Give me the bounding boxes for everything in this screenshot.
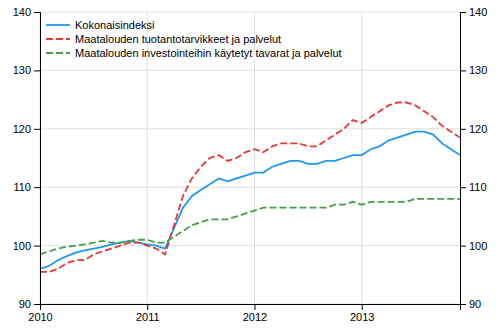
grid-line-y — [40, 128, 460, 129]
y2-tick-label: 110 — [469, 181, 487, 193]
y2-tick-mark — [460, 246, 466, 247]
x-tick-label: 2013 — [350, 311, 374, 323]
legend-item: Maatalouden tuotantotarvikkeet ja palvel… — [46, 33, 281, 45]
x-axis: 2010 2011 2012 2013 — [28, 304, 460, 323]
x-tick: 2012 — [243, 304, 267, 323]
grid-line-y — [40, 12, 460, 13]
y2-tick: 90 — [460, 298, 481, 310]
y2-tick: 100 — [460, 240, 487, 252]
plot: 2010 2011 2012 2013 90 100 110 120 130 140 90 100 11… — [13, 6, 488, 323]
y-tick: 100 — [13, 240, 40, 252]
y2-tick-mark — [460, 304, 466, 305]
y2-axis: 90 100 110 120 130 140 — [460, 6, 487, 310]
y2-tick-mark — [460, 70, 466, 71]
series-line — [40, 199, 460, 254]
grid-line-x — [361, 12, 362, 304]
y2-tick-label: 90 — [469, 298, 481, 310]
x-tick: 2010 — [28, 304, 52, 323]
y-tick-label: 130 — [13, 64, 31, 76]
x-tick-mark — [254, 304, 255, 310]
x-tick: 2011 — [136, 304, 160, 323]
y2-tick-label: 100 — [469, 240, 487, 252]
y-tick-mark — [34, 70, 40, 71]
series-line — [40, 132, 460, 269]
y2-tick-mark — [460, 129, 466, 130]
y-tick-label: 100 — [13, 240, 31, 252]
grid-line-y — [40, 70, 460, 71]
x-tick-label: 2010 — [28, 311, 52, 323]
y-tick-label: 90 — [19, 298, 31, 310]
y2-tick-label: 120 — [469, 123, 487, 135]
y-tick: 130 — [13, 64, 40, 76]
y-axis: 90 100 110 120 130 140 — [13, 6, 41, 310]
legend-label: Kokonaisindeksi — [75, 19, 155, 31]
y2-tick: 110 — [460, 181, 487, 193]
y-tick-label: 120 — [13, 123, 31, 135]
y-tick: 120 — [13, 123, 40, 135]
x-tick: 2013 — [350, 304, 374, 323]
legend-item: Kokonaisindeksi — [46, 19, 155, 31]
y-tick: 140 — [13, 6, 40, 18]
grid — [40, 12, 460, 304]
y-axis-line — [34, 13, 41, 305]
x-tick-mark — [147, 304, 148, 310]
y2-tick: 120 — [460, 123, 487, 135]
y2-axis-line — [461, 13, 467, 305]
legend-label: Maatalouden investointeihin käytetyt tav… — [75, 47, 342, 59]
y-tick-mark — [34, 187, 40, 188]
x-tick-mark — [362, 304, 363, 310]
y-tick-mark — [34, 304, 40, 305]
legend-swatch — [46, 24, 70, 26]
legend-swatch — [46, 38, 70, 40]
x-tick-label: 2011 — [136, 311, 160, 323]
legend-item: Maatalouden investointeihin käytetyt tav… — [46, 47, 342, 59]
y-tick-label: 110 — [13, 181, 31, 193]
legend-label: Maatalouden tuotantotarvikkeet ja palvel… — [75, 33, 281, 45]
chart: 2010 2011 2012 2013 90 100 110 120 130 140 90 100 11… — [0, 0, 500, 330]
y-tick: 90 — [19, 298, 40, 310]
y2-tick: 130 — [460, 64, 487, 76]
series-line — [40, 103, 460, 272]
grid-line-y — [40, 187, 460, 188]
y-tick-mark — [34, 246, 40, 247]
y2-tick-label: 140 — [469, 6, 487, 18]
y-tick-mark — [34, 129, 40, 130]
y2-tick-label: 130 — [469, 64, 487, 76]
legend-swatch — [46, 52, 70, 54]
lines — [40, 103, 460, 272]
y-tick-mark — [34, 12, 40, 13]
x-axis-line — [41, 305, 461, 311]
y2-tick-mark — [460, 12, 466, 13]
y-tick-label: 140 — [13, 6, 31, 18]
x-tick-label: 2012 — [243, 311, 267, 323]
y2-tick: 140 — [460, 6, 487, 18]
legend: Kokonaisindeksi Maatalouden tuotantotarvi… — [46, 19, 342, 59]
y-tick: 110 — [13, 181, 40, 193]
y2-tick-mark — [460, 187, 466, 188]
